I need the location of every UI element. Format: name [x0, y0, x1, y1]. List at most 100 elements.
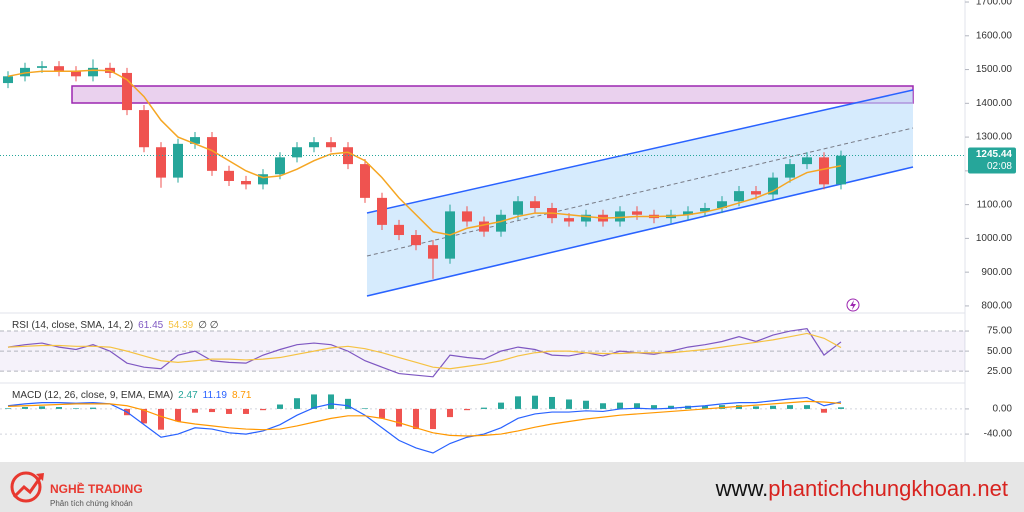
histogram-bar	[787, 405, 793, 409]
brand: NGHỀ TRADING	[50, 482, 143, 496]
y-tick-label: 75.00	[987, 326, 1012, 337]
histogram-bar	[158, 408, 164, 430]
candle-body	[751, 191, 761, 195]
histogram-bar	[668, 405, 674, 409]
channel-upper	[366, 89, 914, 214]
histogram-bar	[209, 408, 215, 413]
candle-body	[734, 191, 744, 202]
histogram-bar	[56, 407, 62, 409]
indicator-name: RSI (14, close, SMA, 14, 2)	[12, 320, 133, 331]
candle-body	[3, 76, 13, 84]
y-tick-label: 1500.00	[976, 64, 1013, 75]
candle-body	[496, 214, 506, 232]
histogram-bar	[413, 408, 419, 430]
candle-body	[139, 110, 149, 148]
indicator-value: 11.19	[203, 390, 228, 401]
indicator-value: 61.45	[138, 320, 163, 331]
indicator-value: 8.71	[232, 390, 252, 401]
histogram-bar	[600, 403, 606, 409]
url-domain: phantichchungkhoan.net	[768, 476, 1008, 501]
candle-body	[615, 211, 625, 222]
chart: 1700.001600.001500.001400.001300.001200.…	[0, 0, 1016, 462]
histogram-bar	[175, 408, 181, 422]
candle-body	[71, 71, 81, 77]
histogram-bar	[515, 396, 521, 409]
countdown: 02:08	[987, 161, 1012, 172]
histogram-bar	[481, 407, 487, 409]
candle-body	[258, 174, 268, 185]
price-channel	[367, 90, 913, 296]
candle-body	[479, 221, 489, 232]
histogram-bar	[719, 405, 725, 409]
candle-body	[207, 137, 217, 171]
histogram-bar	[345, 398, 351, 409]
histogram-bar	[651, 405, 657, 409]
histogram-bar	[753, 406, 759, 409]
histogram-bar	[430, 408, 436, 430]
y-tick-label: 1600.00	[976, 30, 1013, 41]
channel-mid	[366, 127, 914, 257]
candle-body	[156, 147, 166, 178]
histogram-bar	[770, 405, 776, 409]
candle-body	[819, 157, 829, 185]
histogram-bar	[294, 398, 300, 409]
tagline: Phân tích chứng khoán	[50, 499, 133, 508]
candle-body	[802, 157, 812, 165]
y-tick-label: 900.00	[981, 267, 1012, 278]
y-tick-label: 50.00	[987, 346, 1012, 357]
histogram-bar	[821, 408, 827, 413]
histogram-bar	[736, 405, 742, 409]
histogram-bar	[447, 408, 453, 418]
candle-body	[411, 235, 421, 246]
y-tick-label: 1100.00	[977, 199, 1013, 210]
candle-body	[292, 147, 302, 158]
candle-body	[275, 157, 285, 175]
candle-body	[564, 218, 574, 222]
channel-lower	[366, 166, 914, 297]
candle-body	[88, 67, 98, 77]
histogram-bar	[5, 408, 11, 409]
last-price-box	[968, 147, 1016, 174]
histogram-bar	[804, 405, 810, 409]
histogram-bar	[396, 408, 402, 427]
candle-body	[37, 66, 47, 68]
histogram-bar	[583, 400, 589, 409]
histogram-bar	[260, 408, 266, 411]
histogram-bar	[226, 408, 232, 414]
histogram-bar	[90, 407, 96, 409]
candle-body	[836, 155, 846, 185]
candle-body	[513, 201, 523, 215]
histogram-bar	[73, 408, 79, 409]
y-tick-label: 1400.00	[976, 98, 1013, 109]
histogram-bar	[362, 408, 368, 409]
histogram-bar	[549, 396, 555, 409]
indicator-extras: ∅ ∅	[198, 320, 218, 331]
candle-body	[20, 67, 30, 77]
indicator-line	[7, 327, 842, 378]
last-price: 1245.44	[976, 149, 1013, 160]
indicator-value: 2.47	[178, 390, 198, 401]
y-tick-label: 1700.00	[976, 0, 1013, 8]
moving-average	[7, 69, 842, 236]
indicator-line	[7, 396, 842, 454]
candle-body	[173, 143, 183, 178]
logo	[10, 471, 44, 503]
histogram-bar	[532, 395, 538, 409]
y-tick-label: -40.00	[984, 429, 1013, 440]
candle-body	[224, 170, 234, 181]
candle-body	[394, 224, 404, 236]
histogram-bar	[243, 408, 249, 414]
histogram-bar	[702, 405, 708, 409]
y-tick-label: 800.00	[981, 301, 1012, 312]
histogram-bar	[617, 402, 623, 409]
candle-body	[309, 142, 319, 148]
histogram-bar	[498, 402, 504, 409]
indicator-name: MACD (12, 26, close, 9, EMA, EMA)	[12, 390, 173, 401]
histogram-bar	[39, 406, 45, 409]
y-tick-label: 0.00	[993, 404, 1013, 415]
candle-body	[377, 197, 387, 225]
candle-body	[122, 72, 132, 111]
candle-body	[428, 245, 438, 259]
histogram-bar	[838, 407, 844, 409]
